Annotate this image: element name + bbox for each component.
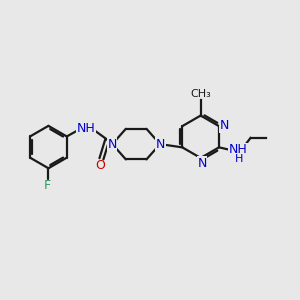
Text: NH: NH <box>229 143 247 156</box>
Text: CH₃: CH₃ <box>190 89 211 99</box>
Text: H: H <box>235 154 243 164</box>
Text: NH: NH <box>76 122 95 135</box>
Text: O: O <box>96 159 106 172</box>
Text: N: N <box>156 138 165 151</box>
Text: F: F <box>44 179 51 192</box>
Text: N: N <box>107 138 117 151</box>
Text: N: N <box>220 119 229 132</box>
Text: N: N <box>197 157 207 170</box>
